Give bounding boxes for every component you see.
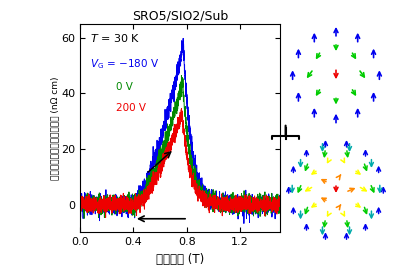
Title: SRO5/SIO2/Sub: SRO5/SIO2/Sub (132, 10, 228, 23)
Y-axis label: トポロジカルホール抗抗率 (nΩ cm): トポロジカルホール抗抗率 (nΩ cm) (51, 76, 60, 180)
Text: 0 V: 0 V (116, 82, 133, 92)
Text: 200 V: 200 V (116, 103, 146, 113)
Text: $T$ = 30 K: $T$ = 30 K (90, 32, 140, 44)
X-axis label: 外部磁場 (T): 外部磁場 (T) (156, 253, 204, 266)
Text: $V_\mathrm{G}$ = −180 V: $V_\mathrm{G}$ = −180 V (90, 57, 159, 71)
